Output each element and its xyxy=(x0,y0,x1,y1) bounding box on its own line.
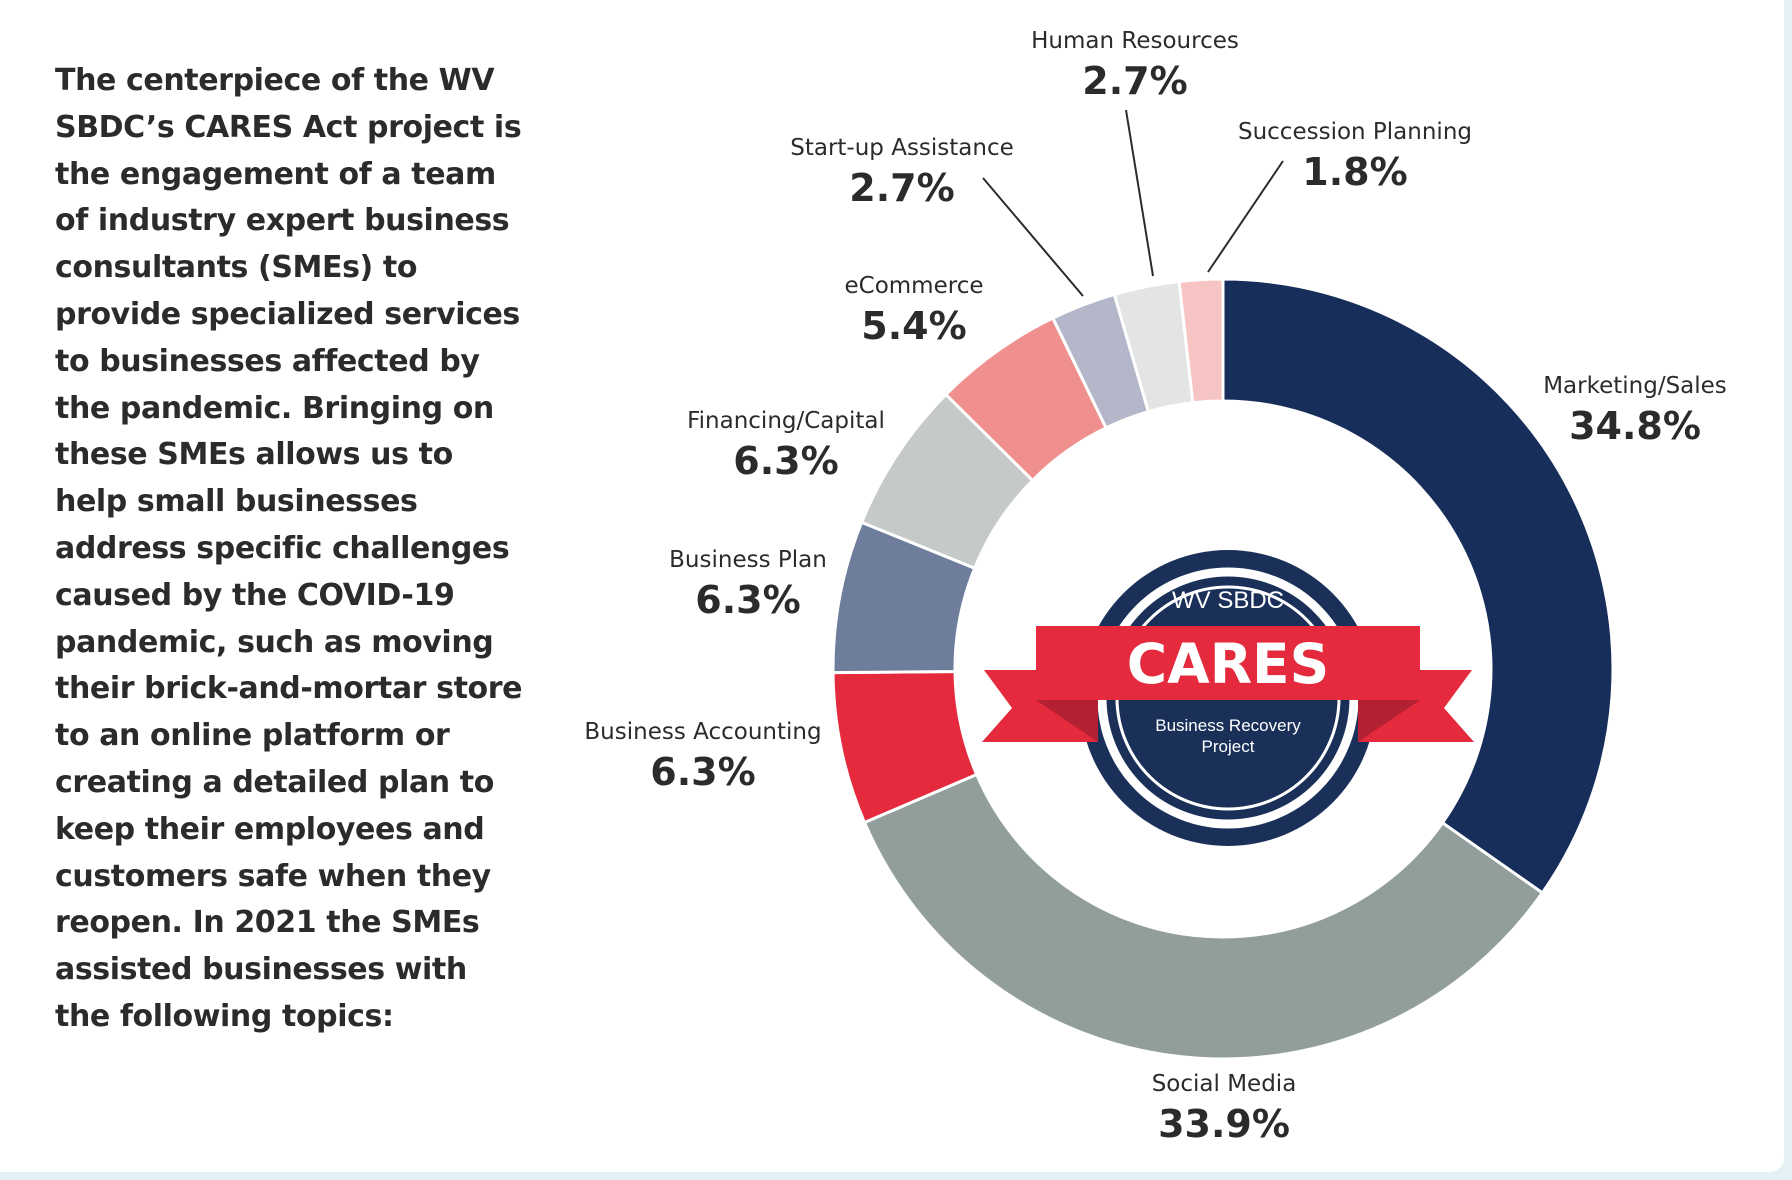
label-value-start-up-assistance: 2.7% xyxy=(849,166,954,210)
label-value-succession-planning: 1.8% xyxy=(1302,150,1407,194)
badge-sub-line1: Business Recovery xyxy=(1155,716,1301,735)
badge-top-text: WV SBDC xyxy=(1172,587,1284,614)
label-name-succession-planning: Succession Planning xyxy=(1238,119,1472,145)
badge-main-text: CARES xyxy=(1127,632,1329,696)
ribbon-fold-right xyxy=(1358,700,1420,742)
label-name-social-media: Social Media xyxy=(1152,1071,1297,1097)
label-value-human-resources: 2.7% xyxy=(1082,59,1187,103)
badge-sub-line2: Project xyxy=(1202,737,1255,756)
ribbon-tail-right xyxy=(1358,670,1474,742)
ribbon-fold-left xyxy=(1036,700,1098,742)
leader-lines xyxy=(982,109,1284,297)
leader-line-start-up-assistance xyxy=(982,177,1084,297)
ribbon-tail-left xyxy=(982,670,1098,742)
ribbon-main xyxy=(1036,626,1420,700)
slice-marketing-sales xyxy=(1221,277,1615,895)
label-value-business-accounting: 6.3% xyxy=(650,750,755,794)
label-value-ecommerce: 5.4% xyxy=(861,304,966,348)
intro-paragraph: The centerpiece of the WV SBDC’s CARES A… xyxy=(55,63,523,1034)
label-name-business-accounting: Business Accounting xyxy=(584,719,821,745)
label-name-financing-capital: Financing/Capital xyxy=(687,408,885,434)
label-name-ecommerce: eCommerce xyxy=(845,273,984,299)
donut-slices xyxy=(831,277,1615,1061)
label-value-financing-capital: 6.3% xyxy=(733,439,838,483)
cares-badge: WV SBDC CARES Business Recovery Project xyxy=(982,550,1474,846)
label-value-social-media: 33.9% xyxy=(1158,1102,1290,1146)
slice-succession-planning xyxy=(1177,277,1225,405)
slice-labels: Marketing/Sales 34.8% Social Media 33.9% Bus… xyxy=(584,28,1726,1146)
label-value-business-plan: 6.3% xyxy=(695,578,800,622)
label-name-start-up-assistance: Start-up Assistance xyxy=(790,135,1014,161)
slice-social-media xyxy=(862,772,1545,1061)
label-value-marketing-sales: 34.8% xyxy=(1569,404,1701,448)
leader-line-human-resources xyxy=(1125,109,1154,277)
leader-line-succession-planning xyxy=(1207,160,1284,273)
label-name-business-plan: Business Plan xyxy=(669,547,827,573)
label-name-human-resources: Human Resources xyxy=(1031,28,1239,54)
label-name-marketing-sales: Marketing/Sales xyxy=(1543,373,1727,399)
